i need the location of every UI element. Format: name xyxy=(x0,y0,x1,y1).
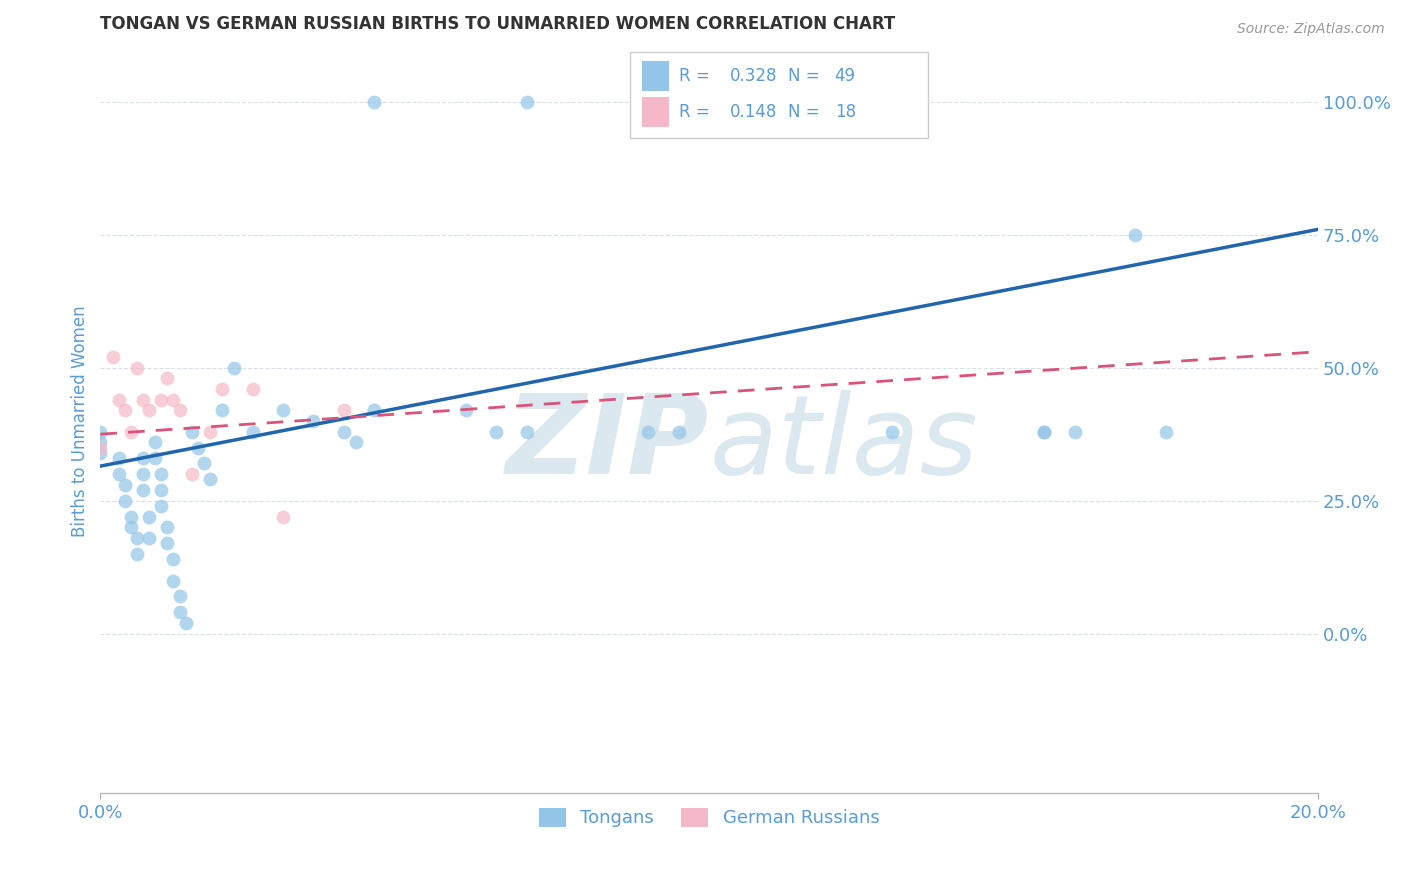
Point xyxy=(193,457,215,471)
Point xyxy=(516,95,538,109)
Point xyxy=(180,467,202,482)
Point xyxy=(333,425,356,439)
Point xyxy=(132,392,155,407)
Text: 49: 49 xyxy=(835,67,856,85)
Text: TONGAN VS GERMAN RUSSIAN BIRTHS TO UNMARRIED WOMEN CORRELATION CHART: TONGAN VS GERMAN RUSSIAN BIRTHS TO UNMAR… xyxy=(100,15,896,33)
Bar xyxy=(643,62,669,91)
Point xyxy=(333,403,356,417)
Point xyxy=(150,483,173,497)
Point xyxy=(363,95,385,109)
Point xyxy=(880,425,903,439)
Point xyxy=(162,392,184,407)
Point xyxy=(120,509,142,524)
Point xyxy=(637,95,659,109)
Point xyxy=(138,509,160,524)
Point xyxy=(162,552,184,566)
Point xyxy=(637,425,659,439)
Point xyxy=(187,441,209,455)
Point xyxy=(107,467,129,482)
Point xyxy=(242,382,264,396)
Point xyxy=(143,451,166,466)
Point xyxy=(125,531,148,545)
Point xyxy=(138,531,160,545)
Point xyxy=(180,425,202,439)
Point xyxy=(89,441,111,455)
Point xyxy=(114,477,136,491)
Point xyxy=(1063,425,1085,439)
Point xyxy=(668,425,690,439)
Point xyxy=(668,95,690,109)
Point xyxy=(169,606,191,620)
Point xyxy=(101,350,124,364)
Point xyxy=(211,382,233,396)
Point xyxy=(1154,425,1177,439)
Point xyxy=(174,616,197,631)
Point xyxy=(132,467,155,482)
Point xyxy=(211,403,233,417)
Point xyxy=(89,435,111,450)
Text: N =: N = xyxy=(789,103,825,120)
Point xyxy=(114,403,136,417)
Point xyxy=(1033,425,1056,439)
Point xyxy=(1033,425,1056,439)
Point xyxy=(344,435,367,450)
Point xyxy=(138,403,160,417)
Point xyxy=(224,360,246,375)
Point xyxy=(107,392,129,407)
Point xyxy=(302,414,325,428)
Point xyxy=(516,425,538,439)
Point xyxy=(125,360,148,375)
Point xyxy=(1125,227,1147,242)
Point xyxy=(89,425,111,439)
FancyBboxPatch shape xyxy=(630,52,928,138)
Text: Source: ZipAtlas.com: Source: ZipAtlas.com xyxy=(1237,22,1385,37)
Point xyxy=(150,392,173,407)
Point xyxy=(143,435,166,450)
Text: 0.328: 0.328 xyxy=(730,67,778,85)
Point xyxy=(120,425,142,439)
Bar xyxy=(643,97,669,127)
Legend: Tongans, German Russians: Tongans, German Russians xyxy=(530,799,889,837)
Point xyxy=(169,403,191,417)
Point xyxy=(169,590,191,604)
Point xyxy=(454,403,477,417)
Point xyxy=(485,425,508,439)
Text: 18: 18 xyxy=(835,103,856,120)
Text: N =: N = xyxy=(789,67,825,85)
Point xyxy=(156,536,179,550)
Text: atlas: atlas xyxy=(709,390,977,497)
Text: R =: R = xyxy=(679,103,714,120)
Point xyxy=(198,425,221,439)
Y-axis label: Births to Unmarried Women: Births to Unmarried Women xyxy=(72,305,89,537)
Point xyxy=(120,520,142,534)
Point xyxy=(132,483,155,497)
Point xyxy=(107,451,129,466)
Point xyxy=(132,451,155,466)
Point xyxy=(125,547,148,561)
Point xyxy=(156,371,179,385)
Point xyxy=(156,520,179,534)
Point xyxy=(242,425,264,439)
Point xyxy=(271,403,294,417)
Text: R =: R = xyxy=(679,67,714,85)
Point xyxy=(162,574,184,588)
Point xyxy=(114,493,136,508)
Point xyxy=(150,499,173,513)
Point xyxy=(271,509,294,524)
Point xyxy=(150,467,173,482)
Text: 0.148: 0.148 xyxy=(730,103,778,120)
Point xyxy=(89,446,111,460)
Point xyxy=(363,403,385,417)
Text: ZIP: ZIP xyxy=(506,390,709,497)
Point xyxy=(198,472,221,486)
